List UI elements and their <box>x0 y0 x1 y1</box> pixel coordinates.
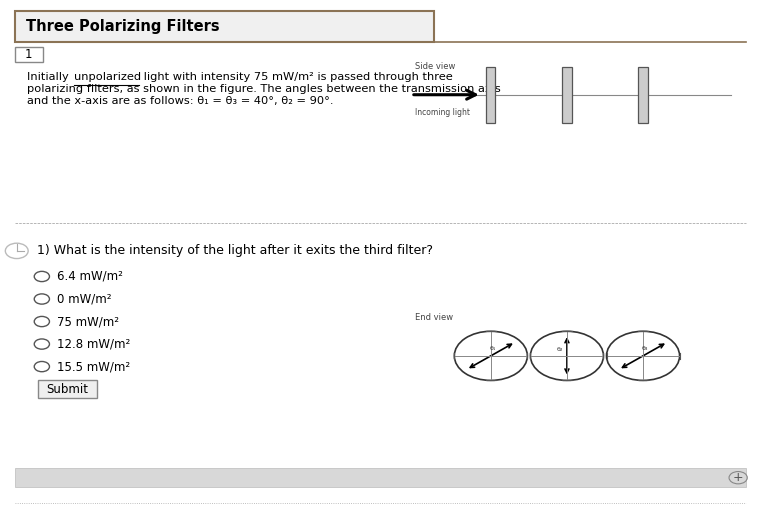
Text: End view: End view <box>415 313 453 322</box>
Text: Side view: Side view <box>415 62 455 71</box>
Text: +: + <box>733 471 743 484</box>
Text: polarizing filters, as shown in the figure. The angles between the transmission : polarizing filters, as shown in the figu… <box>27 84 501 94</box>
Text: 6.4 mW/m²: 6.4 mW/m² <box>57 270 123 283</box>
Text: and the x-axis are as follows: θ₁ = θ₃ = 40°, θ₂ = 90°.: and the x-axis are as follows: θ₁ = θ₃ =… <box>27 96 333 106</box>
Text: θ₁: θ₁ <box>489 346 496 351</box>
Text: θ₃: θ₃ <box>642 346 648 351</box>
Text: θ₂: θ₂ <box>556 347 562 352</box>
Bar <box>15 468 746 487</box>
Text: Submit: Submit <box>46 382 89 396</box>
Text: 12.8 mW/m²: 12.8 mW/m² <box>57 337 130 351</box>
FancyBboxPatch shape <box>15 47 43 62</box>
Text: Incoming light: Incoming light <box>415 108 470 117</box>
FancyBboxPatch shape <box>15 11 434 42</box>
FancyBboxPatch shape <box>38 380 97 398</box>
Text: unpolarized: unpolarized <box>74 72 141 82</box>
Text: 0 mW/m²: 0 mW/m² <box>57 292 112 306</box>
Text: Three Polarizing Filters: Three Polarizing Filters <box>26 19 219 34</box>
Text: 1: 1 <box>25 48 33 61</box>
Text: 15.5 mW/m²: 15.5 mW/m² <box>57 360 130 373</box>
Text: Initially: Initially <box>27 72 72 82</box>
Text: 1) What is the intensity of the light after it exits the third filter?: 1) What is the intensity of the light af… <box>37 244 432 258</box>
Bar <box>486 67 495 123</box>
Bar <box>638 67 648 123</box>
Text: light with intensity 75 mW/m² is passed through three: light with intensity 75 mW/m² is passed … <box>140 72 453 82</box>
Text: 75 mW/m²: 75 mW/m² <box>57 315 119 328</box>
Bar <box>562 67 572 123</box>
